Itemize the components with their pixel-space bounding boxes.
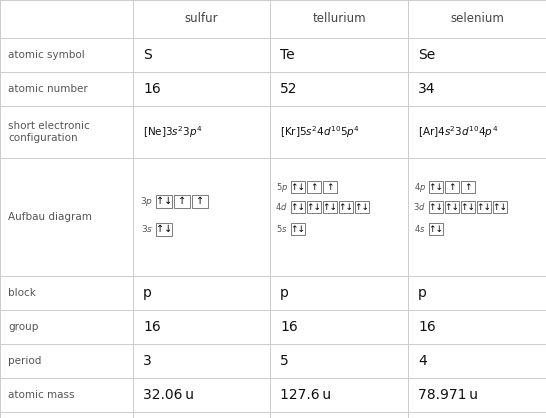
Text: 34: 34 bbox=[418, 82, 436, 96]
Text: ↑↓: ↑↓ bbox=[429, 224, 443, 234]
Text: ↑↓: ↑↓ bbox=[354, 202, 370, 212]
Text: Aufbau diagram: Aufbau diagram bbox=[8, 212, 92, 222]
Text: period: period bbox=[8, 356, 41, 366]
Bar bbox=[291, 223, 305, 235]
Text: 3$s$: 3$s$ bbox=[141, 224, 153, 234]
Text: 16: 16 bbox=[418, 320, 436, 334]
Text: tellurium: tellurium bbox=[312, 13, 366, 25]
Bar bbox=[323, 201, 337, 213]
Text: [Ar]4$s^2$3$d^{10}$4$p^4$: [Ar]4$s^2$3$d^{10}$4$p^4$ bbox=[418, 124, 498, 140]
Text: Te: Te bbox=[280, 48, 295, 62]
Text: 52: 52 bbox=[280, 82, 298, 96]
Text: ↑↓: ↑↓ bbox=[306, 202, 322, 212]
Text: S: S bbox=[143, 48, 152, 62]
Bar bbox=[429, 181, 443, 193]
Text: 3$d$: 3$d$ bbox=[413, 201, 426, 212]
Bar bbox=[445, 201, 459, 213]
Text: [Kr]5$s^2$4$d^{10}$5$p^4$: [Kr]5$s^2$4$d^{10}$5$p^4$ bbox=[280, 124, 360, 140]
Bar bbox=[493, 201, 507, 213]
Bar bbox=[445, 181, 459, 193]
Text: p: p bbox=[280, 286, 289, 300]
Bar bbox=[192, 194, 208, 207]
Text: short electronic
configuration: short electronic configuration bbox=[8, 121, 90, 143]
Text: ↑↓: ↑↓ bbox=[429, 202, 443, 212]
Bar bbox=[477, 201, 491, 213]
Text: 4$s$: 4$s$ bbox=[414, 224, 426, 234]
Bar bbox=[355, 201, 369, 213]
Text: 16: 16 bbox=[143, 82, 161, 96]
Bar bbox=[156, 222, 172, 235]
Text: ↑↓: ↑↓ bbox=[156, 224, 172, 234]
Text: ↑↓: ↑↓ bbox=[290, 202, 306, 212]
Text: 3: 3 bbox=[143, 354, 152, 368]
Bar bbox=[291, 181, 305, 193]
Text: sulfur: sulfur bbox=[185, 13, 218, 25]
Text: 78.971 u: 78.971 u bbox=[418, 388, 478, 402]
Bar bbox=[323, 181, 337, 193]
Bar bbox=[339, 201, 353, 213]
Text: 16: 16 bbox=[280, 320, 298, 334]
Text: ↑↓: ↑↓ bbox=[156, 196, 172, 206]
Text: 4$p$: 4$p$ bbox=[414, 181, 426, 194]
Text: 4$d$: 4$d$ bbox=[275, 201, 288, 212]
Text: atomic mass: atomic mass bbox=[8, 390, 74, 400]
Text: ↑↓: ↑↓ bbox=[460, 202, 476, 212]
Text: ↑: ↑ bbox=[196, 196, 204, 206]
Bar bbox=[156, 194, 172, 207]
Text: p: p bbox=[143, 286, 152, 300]
Text: ↑↓: ↑↓ bbox=[290, 183, 306, 191]
Bar bbox=[307, 181, 321, 193]
Text: 16: 16 bbox=[143, 320, 161, 334]
Bar bbox=[291, 201, 305, 213]
Bar bbox=[429, 201, 443, 213]
Text: ↑↓: ↑↓ bbox=[492, 202, 507, 212]
Text: ↑↓: ↑↓ bbox=[444, 202, 460, 212]
Bar bbox=[461, 201, 475, 213]
Text: atomic symbol: atomic symbol bbox=[8, 50, 85, 60]
Text: ↑↓: ↑↓ bbox=[477, 202, 491, 212]
Text: group: group bbox=[8, 322, 38, 332]
Text: 5$s$: 5$s$ bbox=[276, 224, 288, 234]
Text: Se: Se bbox=[418, 48, 435, 62]
Text: ↑↓: ↑↓ bbox=[429, 183, 443, 191]
Text: 5: 5 bbox=[280, 354, 289, 368]
Text: ↑: ↑ bbox=[327, 183, 334, 191]
Text: 3$p$: 3$p$ bbox=[140, 194, 153, 207]
Text: ↑: ↑ bbox=[448, 183, 456, 191]
Text: 4: 4 bbox=[418, 354, 427, 368]
Text: ↑: ↑ bbox=[178, 196, 186, 206]
Text: ↑: ↑ bbox=[310, 183, 318, 191]
Text: p: p bbox=[418, 286, 427, 300]
Text: ↑: ↑ bbox=[464, 183, 472, 191]
Text: atomic number: atomic number bbox=[8, 84, 88, 94]
Text: ↑↓: ↑↓ bbox=[339, 202, 353, 212]
Text: 127.6 u: 127.6 u bbox=[280, 388, 331, 402]
Bar bbox=[174, 194, 190, 207]
Bar bbox=[429, 223, 443, 235]
Text: [Ne]3$s^2$3$p^4$: [Ne]3$s^2$3$p^4$ bbox=[143, 124, 203, 140]
Text: ↑↓: ↑↓ bbox=[323, 202, 337, 212]
Text: 5$p$: 5$p$ bbox=[276, 181, 288, 194]
Text: ↑↓: ↑↓ bbox=[290, 224, 306, 234]
Text: selenium: selenium bbox=[450, 13, 504, 25]
Bar bbox=[307, 201, 321, 213]
Text: block: block bbox=[8, 288, 36, 298]
Bar bbox=[461, 181, 475, 193]
Text: 32.06 u: 32.06 u bbox=[143, 388, 194, 402]
